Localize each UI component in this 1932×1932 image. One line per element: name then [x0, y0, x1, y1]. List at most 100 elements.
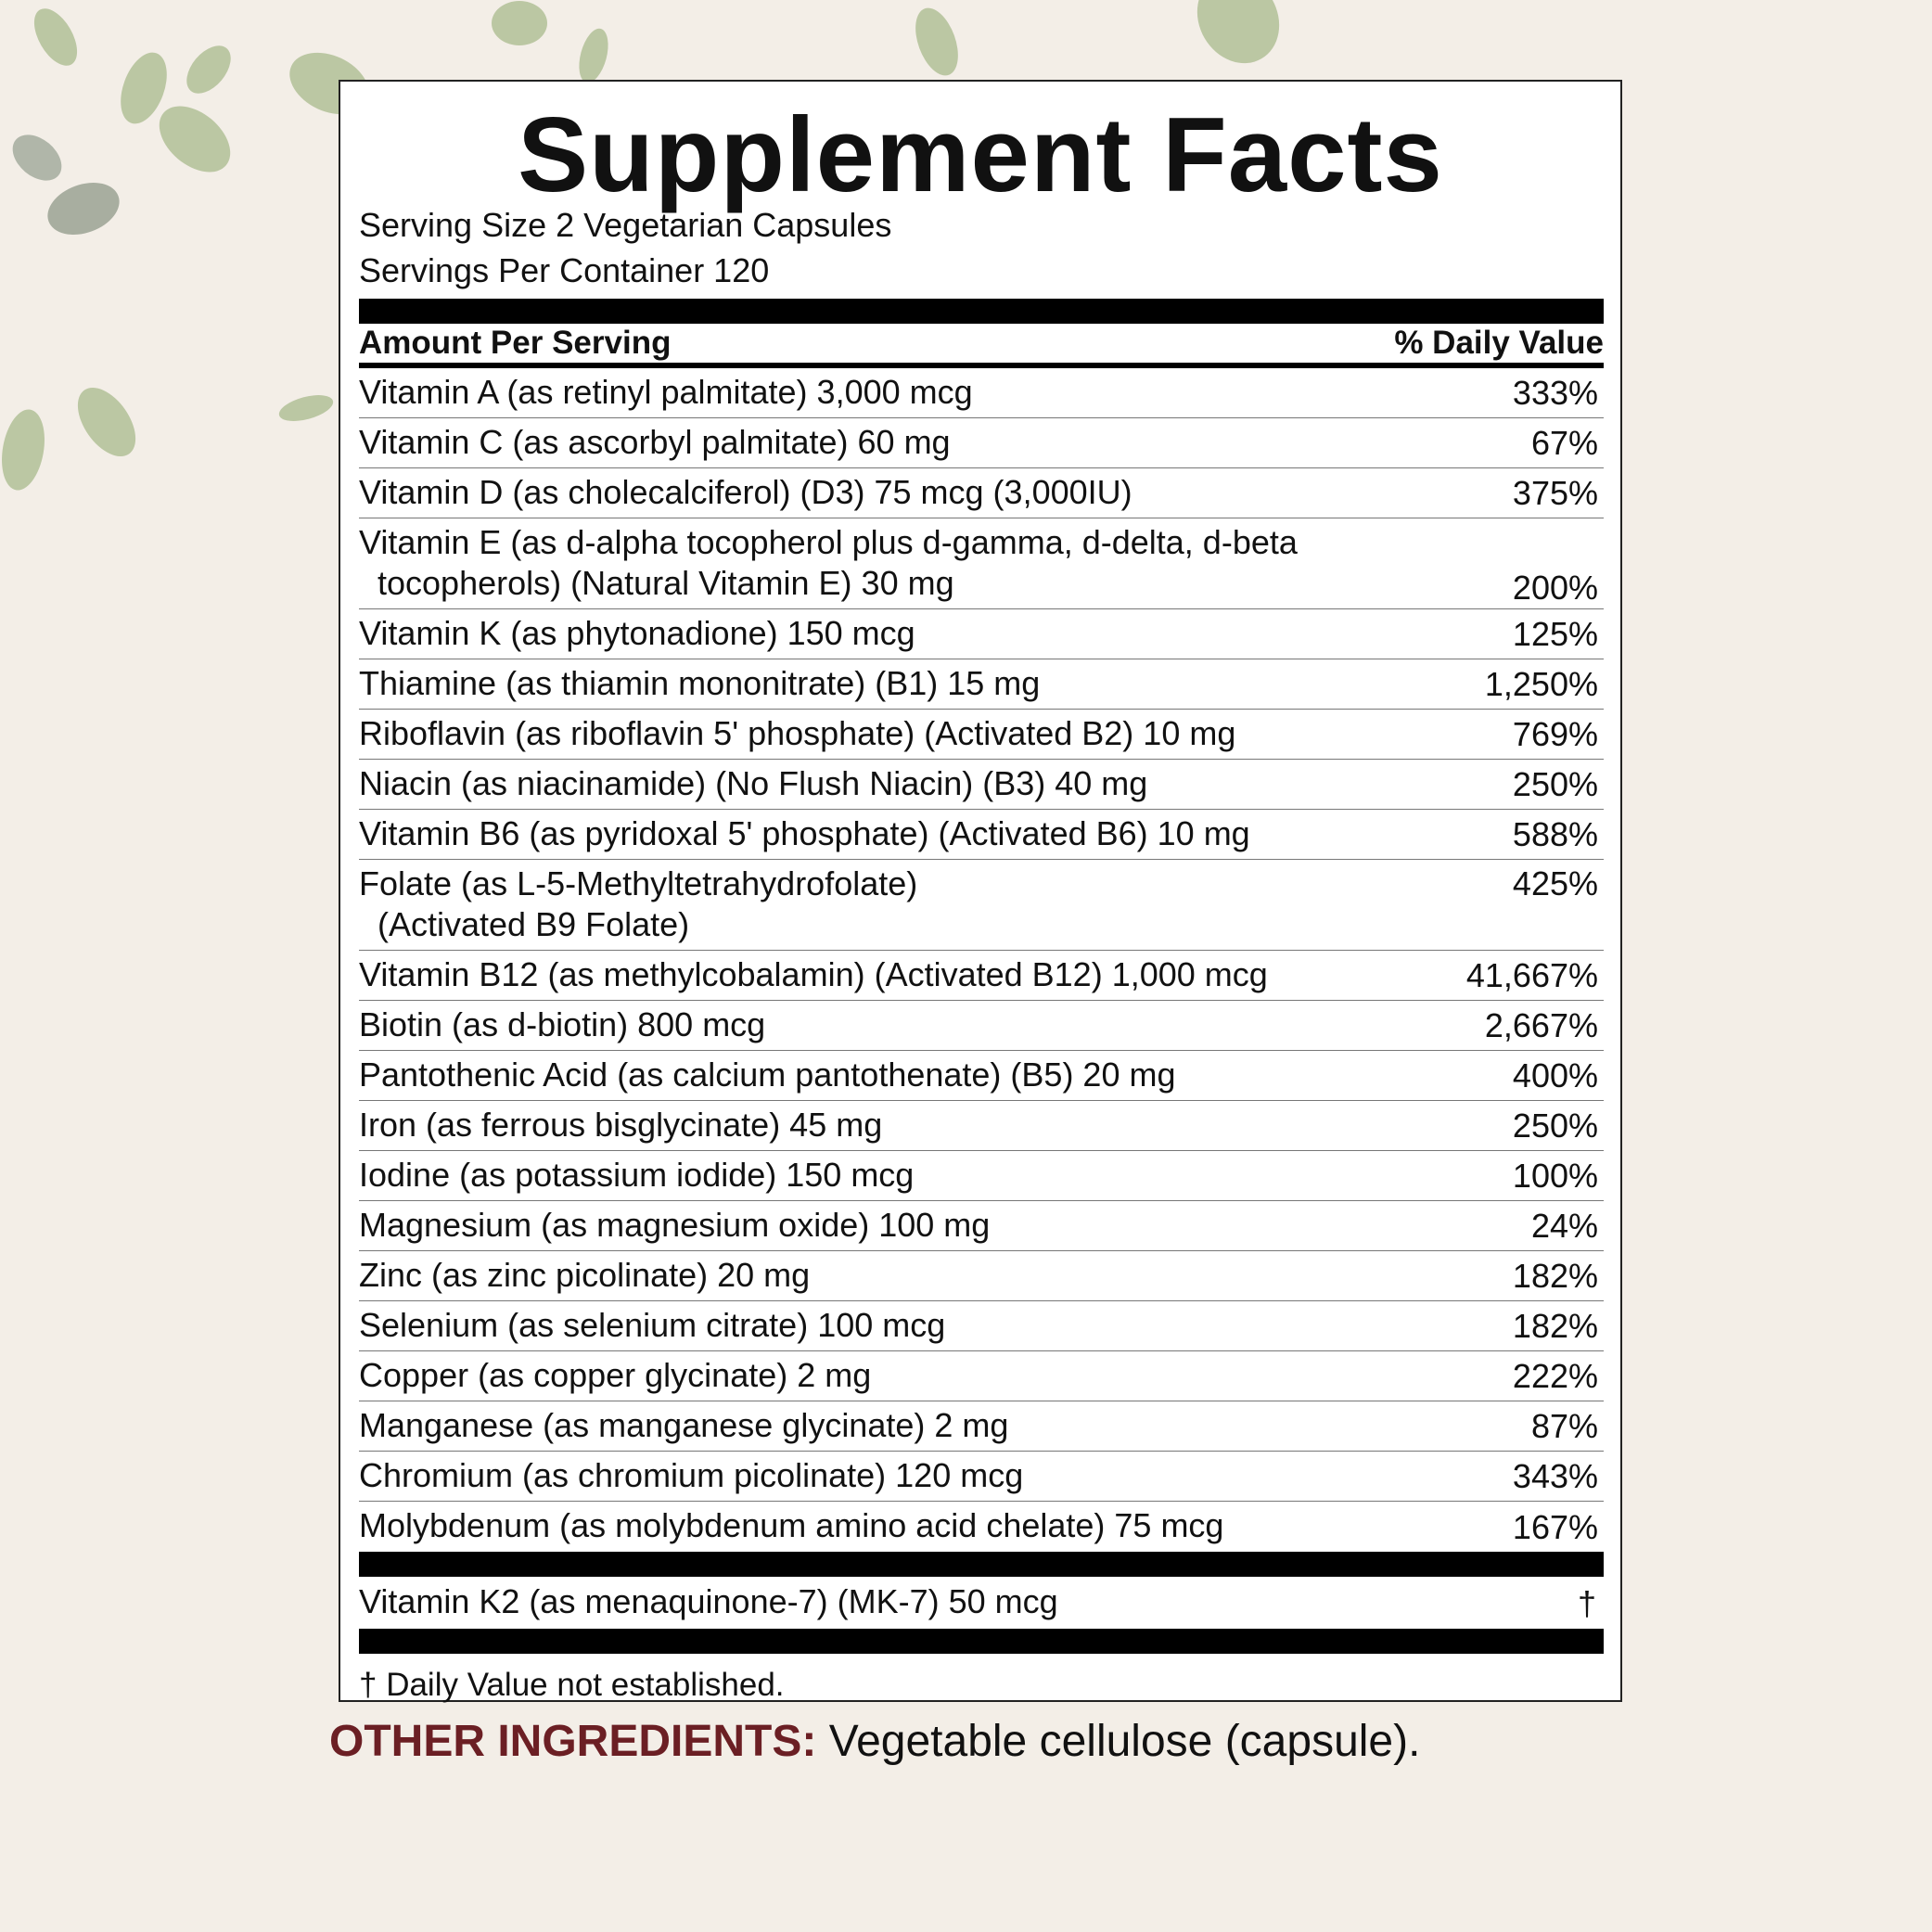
nutrient-name-line: Iodine (as potassium iodide) 150 mcg — [359, 1156, 915, 1194]
nutrient-name: Biotin (as d-biotin) 800 mcg — [359, 1001, 765, 1050]
daily-value: 67% — [1530, 424, 1598, 462]
daily-value: 87% — [1530, 1407, 1598, 1445]
daily-value: 182% — [1512, 1307, 1598, 1345]
nutrient-name: Vitamin E (as d-alpha tocopherol plus d-… — [359, 522, 1298, 608]
nutrient-name-line: Chromium (as chromium picolinate) 120 mc… — [359, 1456, 1024, 1494]
nutrient-row: Selenium (as selenium citrate) 100 mcg 18… — [359, 1301, 1604, 1351]
nutrient-name-line: Vitamin K2 (as menaquinone-7) (MK-7) 50 … — [359, 1582, 1058, 1620]
nutrient-name: Iodine (as potassium iodide) 150 mcg — [359, 1151, 914, 1200]
nutrient-row: Vitamin A (as retinyl palmitate) 3,000 m… — [359, 368, 1604, 418]
daily-value: 1,250% — [1484, 665, 1598, 703]
nutrient-name: Vitamin C (as ascorbyl palmitate) 60 mg — [359, 418, 951, 467]
nutrient-row: Zinc (as zinc picolinate) 20 mg 182% — [359, 1251, 1604, 1301]
nutrient-name: Vitamin B12 (as methylcobalamin) (Activa… — [359, 951, 1268, 1000]
nutrient-row: Pantothenic Acid (as calcium pantothenat… — [359, 1051, 1604, 1101]
amount-header: Amount Per Serving — [359, 325, 672, 361]
daily-value: 250% — [1512, 765, 1598, 803]
nutrient-name: Chromium (as chromium picolinate) 120 mc… — [359, 1452, 1023, 1501]
daily-value: 167% — [1512, 1508, 1598, 1546]
daily-value: 769% — [1512, 715, 1598, 753]
nutrient-name-line: Vitamin C (as ascorbyl palmitate) 60 mg — [359, 423, 951, 461]
other-ingredients: OTHER INGREDIENTS: Vegetable cellulose (… — [329, 1716, 1420, 1767]
nutrient-row: Vitamin K2 (as menaquinone-7) (MK-7) 50 … — [359, 1577, 1604, 1629]
nutrient-row: Vitamin D (as cholecalciferol) (D3) 75 m… — [359, 468, 1604, 518]
daily-value: 24% — [1530, 1207, 1598, 1245]
nutrient-name-line: Molybdenum (as molybdenum amino acid che… — [359, 1506, 1224, 1544]
other-ingredients-text: Vegetable cellulose (capsule). — [828, 1717, 1421, 1766]
daily-value: 200% — [1512, 569, 1598, 607]
nutrient-name-line: Vitamin E (as d-alpha tocopherol plus d-… — [359, 523, 1298, 561]
nutrient-row: Magnesium (as magnesium oxide) 100 mg 24% — [359, 1201, 1604, 1251]
nutrient-name: Zinc (as zinc picolinate) 20 mg — [359, 1251, 810, 1300]
nutrient-row: Biotin (as d-biotin) 800 mcg 2,667% — [359, 1001, 1604, 1051]
nutrient-name: Thiamine (as thiamin mononitrate) (B1) 1… — [359, 659, 1040, 709]
nutrient-row: Chromium (as chromium picolinate) 120 mc… — [359, 1452, 1604, 1502]
nutrient-name-line: Riboflavin (as riboflavin 5' phosphate) … — [359, 714, 1236, 752]
nutrient-row: Manganese (as manganese glycinate) 2 mg 8… — [359, 1401, 1604, 1452]
daily-value: † — [1577, 1584, 1596, 1622]
servings-per-container: Servings Per Container 120 — [359, 251, 770, 289]
daily-value: 588% — [1512, 815, 1598, 853]
nutrient-name: Vitamin K2 (as menaquinone-7) (MK-7) 50 … — [359, 1577, 1058, 1629]
nutrient-row: Iron (as ferrous bisglycinate) 45 mg 250% — [359, 1101, 1604, 1151]
daily-value: 425% — [1512, 864, 1598, 902]
nutrient-name: Iron (as ferrous bisglycinate) 45 mg — [359, 1101, 882, 1150]
daily-value: 2,667% — [1484, 1006, 1598, 1044]
nutrient-name-line: Vitamin D (as cholecalciferol) (D3) 75 m… — [359, 473, 1132, 511]
nutrient-name: Molybdenum (as molybdenum amino acid che… — [359, 1502, 1223, 1552]
nutrient-name-line: Vitamin B6 (as pyridoxal 5' phosphate) (… — [359, 814, 1250, 852]
nutrient-name: Vitamin B6 (as pyridoxal 5' phosphate) (… — [359, 810, 1250, 859]
nutrient-name: Vitamin A (as retinyl palmitate) 3,000 m… — [359, 368, 973, 417]
nutrient-name: Vitamin D (as cholecalciferol) (D3) 75 m… — [359, 468, 1132, 518]
nutrient-name: Magnesium (as magnesium oxide) 100 mg — [359, 1201, 990, 1250]
title: Supplement Facts — [518, 96, 1443, 214]
dv-header: % Daily Value — [1394, 325, 1604, 361]
nutrient-name-line: Folate (as L-5-Methyltetrahydrofolate) — [359, 864, 918, 902]
leaf-decoration — [2, 0, 1280, 491]
nutrient-name: Niacin (as niacinamide) (No Flush Niacin… — [359, 760, 1147, 809]
daily-value: 333% — [1512, 374, 1598, 412]
nutrient-name-line: Thiamine (as thiamin mononitrate) (B1) 1… — [359, 664, 1041, 702]
nutrient-name-line: Pantothenic Acid (as calcium pantothenat… — [359, 1056, 1176, 1094]
thick-rule — [359, 1629, 1604, 1654]
nutrient-name-line: Niacin (as niacinamide) (No Flush Niacin… — [359, 764, 1148, 802]
thick-rule — [359, 1552, 1604, 1577]
nutrient-row: Molybdenum (as molybdenum amino acid che… — [359, 1502, 1604, 1552]
nutrient-name: Copper (as copper glycinate) 2 mg — [359, 1351, 871, 1401]
thick-rule — [359, 299, 1604, 324]
nutrient-name-line: tocopherols) (Natural Vitamin E) 30 mg — [377, 564, 954, 602]
nutrient-row: Vitamin B12 (as methylcobalamin) (Activa… — [359, 951, 1604, 1001]
daily-value: 100% — [1512, 1157, 1598, 1195]
nutrient-name: Selenium (as selenium citrate) 100 mcg — [359, 1301, 945, 1350]
nutrient-name: Manganese (as manganese glycinate) 2 mg — [359, 1401, 1008, 1451]
facts-panel: Supplement Facts Serving Size 2 Vegetari… — [339, 80, 1622, 1704]
nutrient-name-line: (Activated B9 Folate) — [377, 905, 690, 943]
nutrient-row: Vitamin E (as d-alpha tocopherol plus d-… — [359, 518, 1604, 609]
nutrient-row: Folate (as L-5-Methyltetrahydrofolate) (A… — [359, 860, 1604, 951]
daily-value: 375% — [1512, 474, 1598, 512]
daily-value: 400% — [1512, 1056, 1598, 1094]
serving-size: Serving Size 2 Vegetarian Capsules — [359, 206, 892, 244]
daily-value: 343% — [1512, 1457, 1598, 1495]
nutrient-name-line: Iron (as ferrous bisglycinate) 45 mg — [359, 1106, 883, 1144]
table-header: Amount Per Serving % Daily Value — [359, 324, 1604, 368]
nutrient-name-line: Manganese (as manganese glycinate) 2 mg — [359, 1406, 1009, 1444]
nutrient-name: Folate (as L-5-Methyltetrahydrofolate) (A… — [359, 864, 917, 950]
nutrient-name: Pantothenic Acid (as calcium pantothenat… — [359, 1051, 1176, 1100]
nutrient-name-line: Magnesium (as magnesium oxide) 100 mg — [359, 1206, 991, 1244]
nutrient-name: Vitamin K (as phytonadione) 150 mcg — [359, 609, 915, 659]
other-ingredients-label: OTHER INGREDIENTS: — [329, 1717, 817, 1766]
nutrient-row: Iodine (as potassium iodide) 150 mcg 100% — [359, 1151, 1604, 1201]
nutrient-row: Niacin (as niacinamide) (No Flush Niacin… — [359, 760, 1604, 810]
daily-value: 125% — [1512, 615, 1598, 653]
nutrient-name-line: Selenium (as selenium citrate) 100 mcg — [359, 1306, 946, 1344]
nutrient-name-line: Copper (as copper glycinate) 2 mg — [359, 1356, 872, 1394]
daily-value: 41,667% — [1465, 956, 1598, 994]
nutrient-rows: Vitamin A (as retinyl palmitate) 3,000 m… — [359, 368, 1604, 1552]
nutrient-row: Vitamin K (as phytonadione) 150 mcg 125% — [359, 609, 1604, 659]
daily-value: 182% — [1512, 1257, 1598, 1295]
nutrient-row: Vitamin C (as ascorbyl palmitate) 60 mg 6… — [359, 418, 1604, 468]
facts-table: Amount Per Serving % Daily Value Vitamin… — [359, 299, 1604, 1704]
nutrient-name-line: Vitamin B12 (as methylcobalamin) (Activa… — [359, 955, 1268, 993]
nutrient-row: Vitamin B6 (as pyridoxal 5' phosphate) (… — [359, 810, 1604, 860]
